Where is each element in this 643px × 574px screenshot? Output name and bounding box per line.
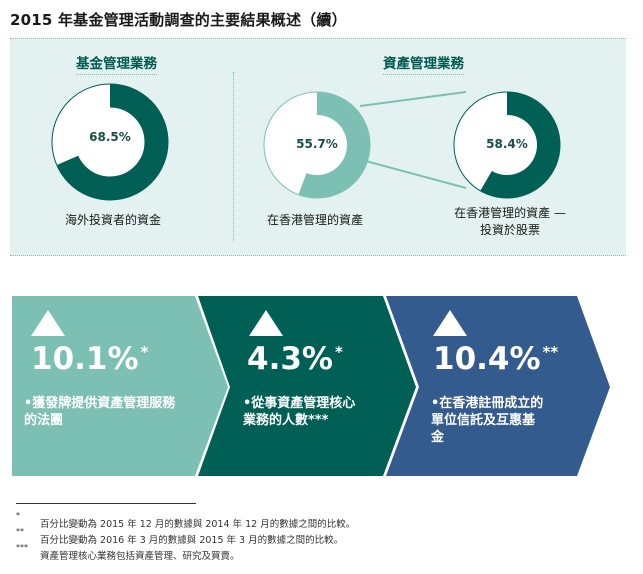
stat-description-2: •從事資產管理核心 業務的人數*** bbox=[243, 396, 356, 428]
donut-caption: 海外投資者的資金 bbox=[64, 213, 161, 227]
stat-description-3: •在香港註冊成立的 單位信託及互惠基金 bbox=[431, 396, 544, 445]
stat-description-1: •獲發牌提供資產管理服務 的法團 bbox=[24, 396, 176, 428]
increase-arrow-icon bbox=[249, 310, 283, 336]
page-title: 2015 年基金管理活動調查的主要結果概述（續） bbox=[10, 11, 347, 29]
chevron-1 bbox=[12, 296, 228, 476]
stat-value-3: 10.4% ** bbox=[433, 341, 559, 377]
donut-caption: 在香港管理的資產 bbox=[266, 213, 363, 227]
stat-value-2: 4.3% * bbox=[247, 341, 343, 377]
donut-percent-label: 58.4% bbox=[486, 137, 528, 151]
footnote-rule bbox=[16, 503, 196, 504]
hk-managed-assets-donut bbox=[263, 91, 371, 199]
footnote-text: 百分比變動為 2016 年 3 月的數據與 2015 年 3 月的數據之間的比較… bbox=[40, 535, 344, 546]
footnote-mark: ** bbox=[16, 527, 24, 536]
chevron-2 bbox=[198, 296, 416, 476]
caption-line: 投資於股票 bbox=[479, 223, 540, 237]
footnote-mark: *** bbox=[16, 543, 28, 552]
fund-management-heading: 基金管理業務 bbox=[76, 52, 157, 75]
donut-caption: 在香港管理的資產 — 投資於股票 bbox=[432, 204, 588, 238]
footnote-text: 資產管理核心業務包括資產管理、研究及買賣。 bbox=[40, 551, 240, 562]
panel-divider bbox=[233, 72, 234, 242]
asset-management-heading: 資產管理業務 bbox=[383, 52, 464, 75]
overseas-investor-funds-donut bbox=[51, 83, 169, 201]
increase-arrow-icon bbox=[433, 310, 467, 336]
donut-percent-label: 55.7% bbox=[296, 137, 338, 151]
chevron-3 bbox=[386, 296, 610, 476]
caption-line: 在香港管理的資產 — bbox=[454, 206, 566, 220]
footnote-mark: * bbox=[16, 511, 20, 520]
stat-value-1: 10.1% * bbox=[31, 341, 149, 377]
increase-arrow-icon bbox=[31, 310, 65, 336]
hk-equity-assets-donut bbox=[453, 91, 561, 199]
donut-percent-label: 68.5% bbox=[89, 130, 131, 144]
footnote-text: 百分比變動為 2015 年 12 月的數據與 2014 年 12 月的數據之間的… bbox=[40, 519, 356, 530]
